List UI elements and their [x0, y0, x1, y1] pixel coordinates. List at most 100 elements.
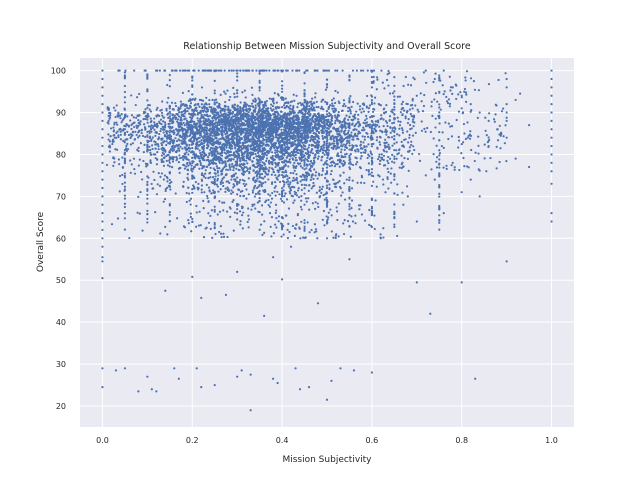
data-point: [140, 132, 143, 135]
data-point: [135, 133, 138, 137]
data-point: [331, 142, 334, 145]
data-point: [242, 146, 245, 150]
data-point: [331, 107, 334, 110]
data-point: [550, 69, 553, 72]
data-point: [283, 124, 287, 127]
data-point: [123, 141, 126, 144]
data-point: [216, 130, 219, 133]
data-point: [265, 143, 268, 146]
data-point: [253, 146, 257, 150]
data-point: [388, 136, 391, 139]
data-point: [357, 130, 361, 133]
data-point: [203, 107, 206, 110]
data-point: [240, 150, 243, 154]
data-point: [268, 97, 271, 100]
data-point: [218, 146, 221, 149]
data-point: [334, 116, 337, 119]
data-point: [225, 135, 228, 138]
data-point: [198, 136, 201, 139]
data-point: [158, 184, 162, 187]
data-point: [343, 132, 346, 135]
data-point: [176, 217, 179, 220]
data-point: [274, 223, 277, 226]
data-point: [382, 154, 386, 157]
data-point: [275, 150, 279, 154]
data-point: [239, 106, 242, 110]
data-point: [153, 121, 156, 124]
data-point: [318, 189, 321, 193]
data-point: [101, 260, 104, 263]
data-point: [334, 234, 337, 237]
data-point: [198, 149, 201, 152]
data-point: [120, 121, 123, 124]
data-point: [175, 128, 178, 131]
data-point: [235, 69, 238, 72]
data-point: [202, 120, 205, 123]
data-point: [239, 194, 242, 198]
data-point: [271, 145, 274, 148]
data-point: [208, 122, 212, 125]
data-point: [209, 162, 212, 165]
data-point: [233, 103, 236, 107]
data-point: [342, 155, 345, 159]
data-point: [256, 117, 259, 120]
data-point: [279, 155, 282, 158]
data-point: [230, 126, 234, 130]
data-point: [334, 236, 337, 240]
data-point: [327, 107, 330, 110]
data-point: [128, 236, 131, 240]
data-point: [368, 104, 371, 107]
data-point: [255, 162, 258, 165]
data-point: [294, 137, 297, 140]
data-point: [144, 108, 147, 111]
data-point: [149, 110, 153, 113]
data-point: [292, 158, 295, 161]
data-point: [314, 201, 317, 204]
data-point: [283, 134, 286, 137]
data-point: [267, 161, 270, 164]
data-point: [349, 95, 352, 98]
data-point: [295, 118, 298, 121]
data-point: [316, 157, 320, 160]
data-point: [292, 134, 295, 137]
data-point: [199, 151, 202, 155]
data-point: [223, 201, 226, 204]
data-point: [325, 69, 329, 72]
data-point: [131, 134, 134, 137]
data-point: [244, 103, 247, 106]
data-point: [202, 236, 206, 239]
data-point: [372, 180, 375, 183]
data-point: [315, 100, 318, 103]
data-point: [320, 100, 323, 103]
data-point: [288, 158, 291, 161]
data-point: [193, 122, 196, 125]
data-point: [349, 163, 353, 166]
data-point: [117, 158, 120, 161]
data-point: [207, 117, 210, 121]
data-point: [285, 134, 288, 137]
data-point: [228, 154, 232, 157]
data-point: [286, 126, 289, 129]
data-point: [258, 136, 261, 139]
data-point: [337, 235, 340, 238]
data-point: [341, 123, 344, 127]
data-point: [300, 103, 303, 107]
data-point: [316, 202, 319, 205]
data-point: [178, 171, 181, 174]
data-point: [308, 101, 311, 104]
data-point: [109, 135, 112, 138]
data-point: [209, 166, 212, 169]
data-point: [172, 156, 176, 159]
data-point: [353, 113, 357, 116]
data-point: [300, 150, 303, 153]
data-point: [188, 150, 191, 153]
data-point: [368, 173, 372, 176]
data-point: [229, 159, 232, 162]
data-point: [362, 69, 365, 72]
data-point: [221, 126, 224, 129]
data-point: [224, 152, 228, 155]
data-point: [239, 145, 243, 149]
data-point: [214, 145, 217, 148]
data-point: [200, 386, 203, 389]
data-point: [240, 369, 243, 372]
